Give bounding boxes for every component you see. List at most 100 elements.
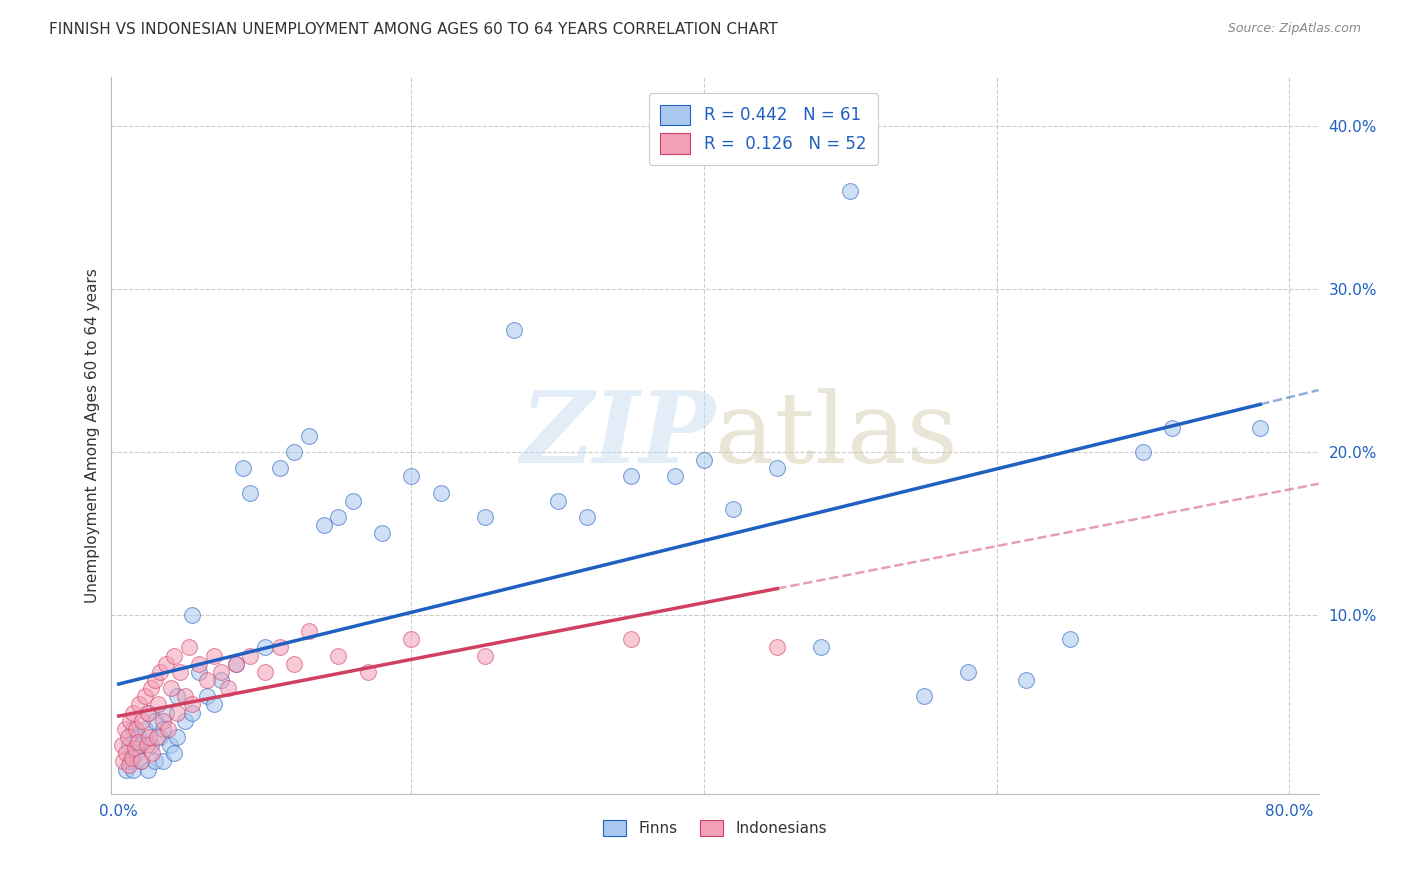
Point [239,485,262,500]
Point [664,469,686,483]
Point [136,706,159,720]
Point [118,738,141,752]
Point [180,706,202,720]
Point [146,730,169,744]
Point [218,681,240,695]
Point [166,690,188,704]
Point [766,640,789,655]
Point [166,706,188,720]
Point [112,755,135,769]
Point [188,657,211,671]
Point [180,698,202,712]
Point [547,494,569,508]
Point [124,741,146,756]
Point [254,665,277,679]
Text: FINNISH VS INDONESIAN UNEMPLOYMENT AMONG AGES 60 TO 64 YEARS CORRELATION CHART: FINNISH VS INDONESIAN UNEMPLOYMENT AMONG… [49,22,778,37]
Point [125,722,148,736]
Point [202,648,225,663]
Point [195,673,218,687]
Point [129,755,152,769]
Point [1249,420,1271,434]
Point [225,657,247,671]
Point [131,714,153,728]
Point [195,690,218,704]
Point [155,706,177,720]
Point [225,657,247,671]
Point [122,763,145,777]
Point [269,640,291,655]
Point [401,632,423,647]
Point [429,485,451,500]
Point [209,665,232,679]
Point [111,738,134,752]
Point [143,673,166,687]
Point [166,730,188,744]
Point [138,730,160,744]
Point [163,747,186,761]
Point [152,714,174,728]
Point [134,722,156,736]
Point [173,714,195,728]
Point [148,698,170,712]
Point [202,698,225,712]
Point [620,469,643,483]
Point [129,738,152,752]
Point [149,730,172,744]
Point [620,632,643,647]
Point [177,640,200,655]
Point [122,706,145,720]
Point [127,735,149,749]
Point [139,681,162,695]
Point [120,714,142,728]
Point [141,747,163,761]
Point [839,185,862,199]
Point [239,648,262,663]
Point [125,747,148,761]
Point [232,461,254,475]
Point [173,690,195,704]
Point [152,755,174,769]
Point [283,657,305,671]
Legend: Finns, Indonesians: Finns, Indonesians [596,813,835,844]
Point [127,730,149,744]
Point [180,607,202,622]
Point [128,698,150,712]
Point [766,461,789,475]
Point [1132,445,1154,459]
Point [163,648,186,663]
Text: Source: ZipAtlas.com: Source: ZipAtlas.com [1227,22,1361,36]
Text: atlas: atlas [716,388,957,483]
Point [312,518,335,533]
Point [159,738,181,752]
Point [143,755,166,769]
Point [139,738,162,752]
Point [160,681,183,695]
Point [134,690,156,704]
Point [188,665,211,679]
Point [254,640,277,655]
Point [283,445,305,459]
Point [1015,673,1038,687]
Point [136,763,159,777]
Point [122,722,145,736]
Point [576,510,599,524]
Point [149,665,172,679]
Point [155,657,177,671]
Point [157,722,180,736]
Point [328,648,350,663]
Point [810,640,832,655]
Point [135,738,157,752]
Point [269,461,291,475]
Point [298,428,321,442]
Point [401,469,423,483]
Point [114,722,136,736]
Point [209,673,232,687]
Point [474,648,496,663]
Point [328,510,350,524]
Point [342,494,364,508]
Point [371,526,394,541]
Point [356,665,378,679]
Point [143,714,166,728]
Point [693,453,716,467]
Point [129,755,152,769]
